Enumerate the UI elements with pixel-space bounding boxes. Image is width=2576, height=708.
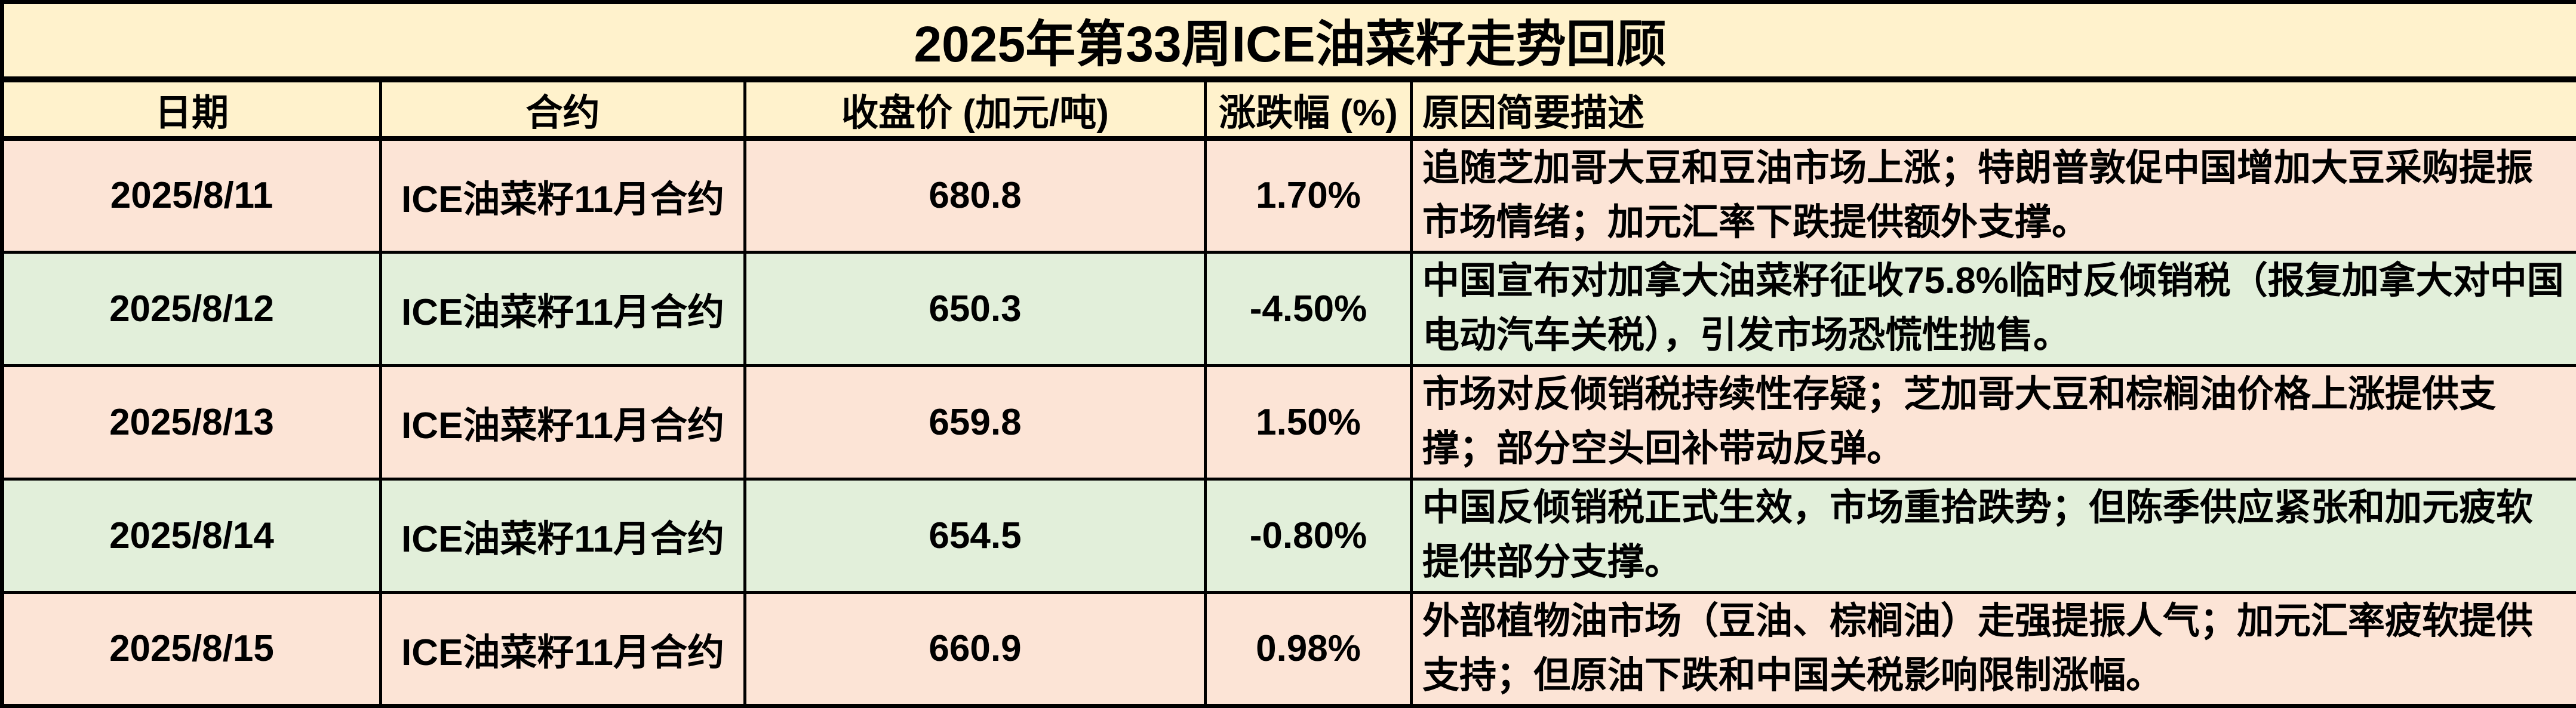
- cell-date: 2025/8/13: [2, 365, 381, 479]
- table-row: 2025/8/15 ICE油菜籽11月合约 660.9 0.98% 外部植物油市…: [2, 592, 2576, 706]
- cell-date: 2025/8/15: [2, 592, 381, 706]
- cell-pct-change: 1.50%: [1206, 365, 1412, 479]
- header-pct-change: 涨跌幅 (%): [1206, 79, 1412, 138]
- cell-reason: 外部植物油市场（豆油、棕榈油）走强提振人气；加元汇率疲软提供支持；但原油下跌和中…: [1412, 592, 2576, 706]
- cell-close-price: 660.9: [745, 592, 1206, 706]
- cell-date: 2025/8/11: [2, 138, 381, 252]
- cell-close-price: 680.8: [745, 138, 1206, 252]
- header-close-price: 收盘价 (加元/吨): [745, 79, 1206, 138]
- cell-pct-change: 1.70%: [1206, 138, 1412, 252]
- cell-reason: 中国反倾销税正式生效，市场重拾跌势；但陈季供应紧张和加元疲软提供部分支撑。: [1412, 479, 2576, 592]
- cell-pct-change: -4.50%: [1206, 252, 1412, 365]
- table-row: 2025/8/12 ICE油菜籽11月合约 650.3 -4.50% 中国宣布对…: [2, 252, 2576, 365]
- header-reason: 原因简要描述: [1412, 79, 2576, 138]
- cell-close-price: 659.8: [745, 365, 1206, 479]
- table-row: 2025/8/13 ICE油菜籽11月合约 659.8 1.50% 市场对反倾销…: [2, 365, 2576, 479]
- cell-contract: ICE油菜籽11月合约: [381, 365, 745, 479]
- cell-reason: 中国宣布对加拿大油菜籽征收75.8%临时反倾销税（报复加拿大对中国电动汽车关税）…: [1412, 252, 2576, 365]
- cell-date: 2025/8/14: [2, 479, 381, 592]
- cell-contract: ICE油菜籽11月合约: [381, 479, 745, 592]
- table-row: 2025/8/11 ICE油菜籽11月合约 680.8 1.70% 追随芝加哥大…: [2, 138, 2576, 252]
- cell-reason: 追随芝加哥大豆和豆油市场上涨；特朗普敦促中国增加大豆采购提振市场情绪；加元汇率下…: [1412, 138, 2576, 252]
- cell-pct-change: 0.98%: [1206, 592, 1412, 706]
- cell-reason: 市场对反倾销税持续性存疑；芝加哥大豆和棕榈油价格上涨提供支撑；部分空头回补带动反…: [1412, 365, 2576, 479]
- cell-contract: ICE油菜籽11月合约: [381, 138, 745, 252]
- cell-date: 2025/8/12: [2, 252, 381, 365]
- title-row: 2025年第33周ICE油菜籽走势回顾: [2, 2, 2576, 80]
- cell-close-price: 650.3: [745, 252, 1206, 365]
- cell-contract: ICE油菜籽11月合约: [381, 592, 745, 706]
- cell-pct-change: -0.80%: [1206, 479, 1412, 592]
- table-row: 2025/8/14 ICE油菜籽11月合约 654.5 -0.80% 中国反倾销…: [2, 479, 2576, 592]
- table-header-row: 日期 合约 收盘价 (加元/吨) 涨跌幅 (%) 原因简要描述: [2, 79, 2576, 138]
- cell-contract: ICE油菜籽11月合约: [381, 252, 745, 365]
- cell-close-price: 654.5: [745, 479, 1206, 592]
- page-title: 2025年第33周ICE油菜籽走势回顾: [2, 2, 2576, 80]
- header-contract: 合约: [381, 79, 745, 138]
- header-date: 日期: [2, 79, 381, 138]
